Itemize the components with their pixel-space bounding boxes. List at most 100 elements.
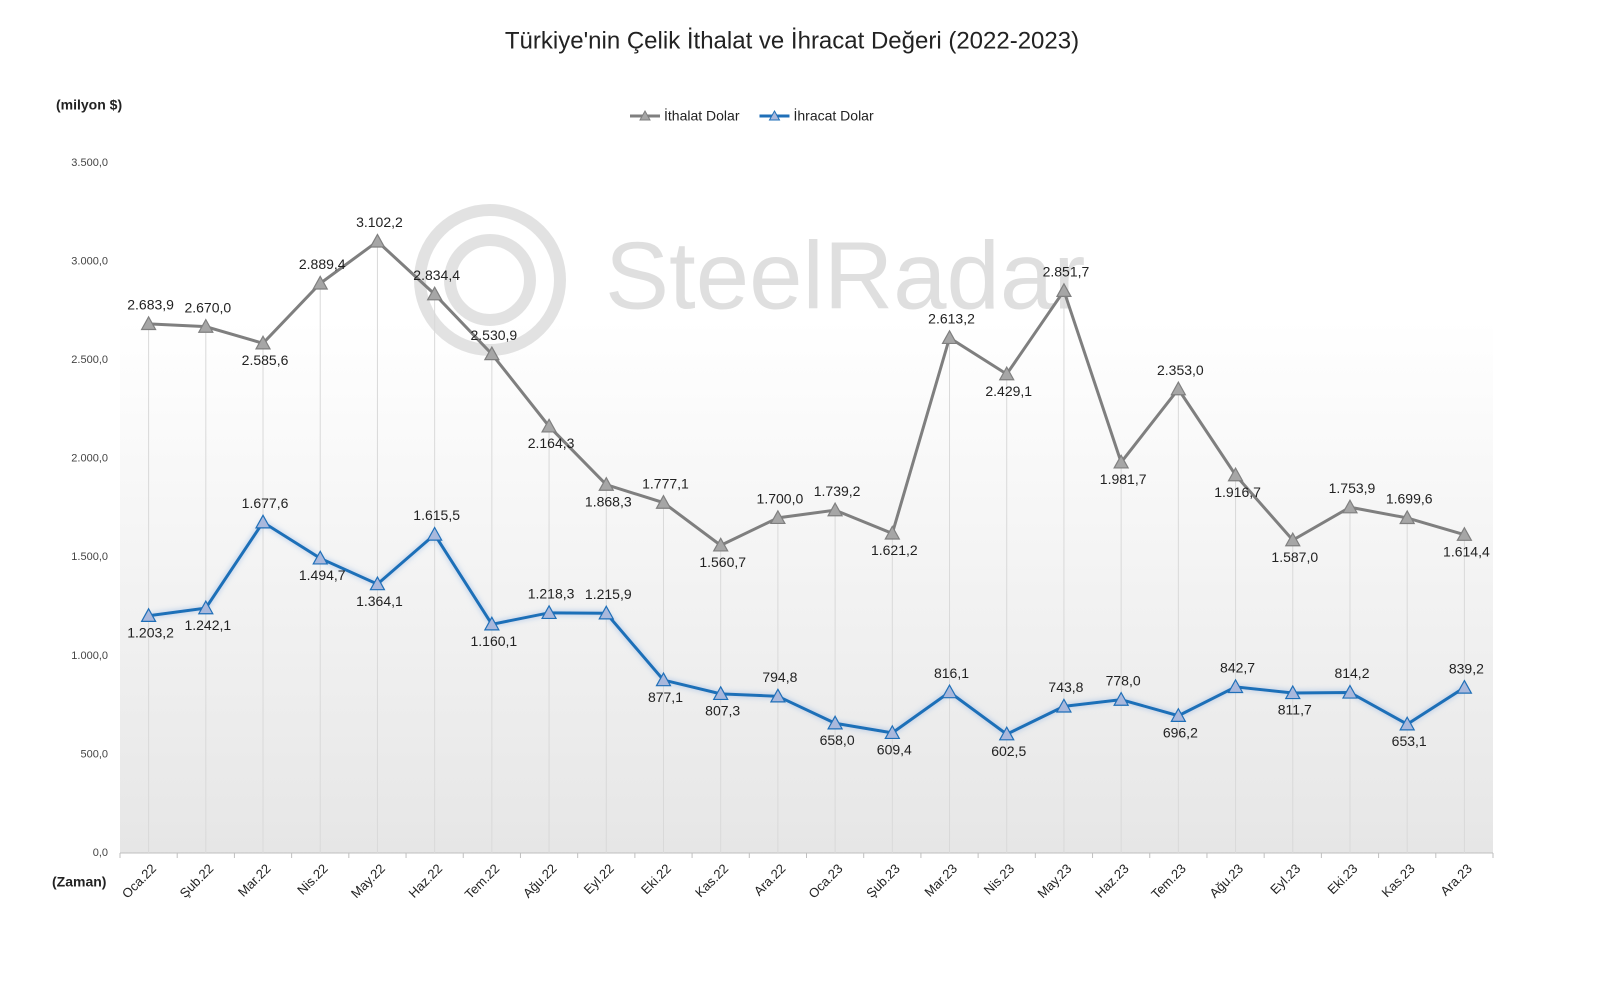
marker [369, 575, 386, 591]
data-label: 1.916,7 [1214, 484, 1261, 500]
data-label: 1.739,2 [814, 483, 861, 499]
x-tick-label: Kas.22 [692, 861, 731, 900]
x-tick-label: Eyl.22 [581, 861, 617, 897]
x-tick-label: Haz.23 [1092, 861, 1132, 901]
legend-marker [639, 109, 651, 121]
legend-label: İthalat Dolar [664, 107, 740, 124]
marker [1113, 691, 1130, 706]
y-tick-label: 3.000,0 [71, 255, 108, 267]
data-label: 2.585,6 [242, 352, 289, 368]
marker [712, 537, 729, 552]
marker [884, 724, 901, 740]
series-line [148, 239, 1465, 548]
data-label: 2.164,3 [528, 435, 575, 451]
data-label: 1.218,3 [528, 586, 575, 602]
marker [1456, 526, 1473, 541]
marker [312, 275, 329, 290]
marker [1055, 698, 1072, 713]
marker [941, 683, 958, 699]
data-label: 1.981,7 [1100, 471, 1147, 487]
data-label: 2.683,9 [127, 297, 174, 313]
x-tick-label: May.23 [1034, 861, 1074, 901]
marker [769, 509, 786, 525]
series-line [148, 520, 1466, 736]
x-axis-label: (Zaman) [52, 874, 106, 890]
plot-background [120, 320, 1493, 853]
marker [1399, 716, 1416, 731]
y-tick-label: 2.500,0 [71, 354, 108, 366]
data-label: 1.621,2 [871, 542, 918, 558]
x-tick-label: Tem.22 [462, 861, 503, 902]
marker [1456, 679, 1473, 694]
data-label: 1.364,1 [356, 593, 403, 609]
data-label: 1.614,4 [1443, 543, 1490, 559]
data-label: 816,1 [934, 665, 969, 681]
x-tick-label: Şub.23 [863, 861, 903, 901]
marker [483, 616, 500, 631]
x-tick-label: Ara.23 [1437, 861, 1475, 899]
data-label: 1.753,9 [1329, 480, 1376, 496]
marker [426, 526, 443, 541]
marker [598, 476, 615, 491]
y-tick-label: 2.000,0 [71, 453, 108, 465]
data-label: 2.670,0 [184, 299, 231, 315]
marker [712, 685, 729, 701]
data-label: 2.851,7 [1043, 264, 1090, 280]
data-label: 794,8 [762, 669, 797, 685]
marker [655, 671, 672, 687]
data-label: 1.700,0 [757, 491, 804, 507]
marker [369, 233, 386, 248]
x-tick-label: Eyl.23 [1267, 861, 1303, 897]
marker [541, 418, 558, 433]
marker [140, 607, 157, 622]
data-label: 2.353,0 [1157, 362, 1204, 378]
x-tick-label: Eki.22 [638, 861, 674, 897]
x-tick-label: Mar.22 [235, 861, 274, 900]
marker [1113, 454, 1130, 469]
data-label: 1.587,0 [1271, 549, 1318, 565]
x-tick-label: May.22 [348, 861, 388, 901]
x-tick-label: Haz.22 [405, 861, 445, 901]
data-label: 1.494,7 [299, 567, 346, 583]
marker [541, 604, 558, 620]
data-label: 602,5 [991, 743, 1026, 759]
data-label: 653,1 [1392, 733, 1427, 749]
data-label: 743,8 [1048, 679, 1083, 695]
legend-label: İhracat Dolar [793, 107, 873, 124]
marker [941, 329, 958, 345]
data-label: 842,7 [1220, 660, 1255, 676]
marker [1399, 509, 1416, 525]
x-tick-label: Nis.23 [981, 861, 1018, 898]
marker [827, 501, 844, 517]
marker [197, 318, 214, 333]
x-tick-label: Tem.23 [1148, 861, 1189, 902]
y-tick-label: 3.500,0 [71, 157, 108, 169]
marker [426, 285, 443, 301]
data-label: 1.560,7 [699, 554, 746, 570]
legend-marker [768, 109, 781, 121]
data-label: 1.868,3 [585, 493, 632, 509]
data-label: 839,2 [1449, 660, 1484, 676]
y-tick-label: 1.500,0 [71, 551, 108, 563]
x-tick-label: Ağu.22 [520, 861, 560, 901]
x-tick-label: Nis.22 [294, 861, 331, 898]
y-tick-label: 1.000,0 [71, 650, 108, 662]
data-label: 814,2 [1334, 665, 1369, 681]
x-tick-label: Ara.22 [751, 861, 789, 899]
data-label: 609,4 [877, 742, 912, 758]
marker [255, 335, 272, 350]
data-label: 807,3 [705, 703, 740, 719]
marker [1341, 498, 1358, 514]
marker [483, 345, 500, 361]
x-tick-label: Kas.23 [1379, 861, 1418, 900]
marker [598, 605, 615, 620]
marker [884, 525, 901, 540]
data-label: 1.160,1 [470, 633, 517, 649]
x-tick-label: Oca.23 [805, 861, 845, 901]
data-label: 1.215,9 [585, 586, 632, 602]
y-axis-label: (milyon $) [56, 97, 122, 113]
marker [1341, 684, 1358, 699]
data-label: 1.615,5 [413, 507, 460, 523]
data-label: 3.102,2 [356, 214, 403, 230]
